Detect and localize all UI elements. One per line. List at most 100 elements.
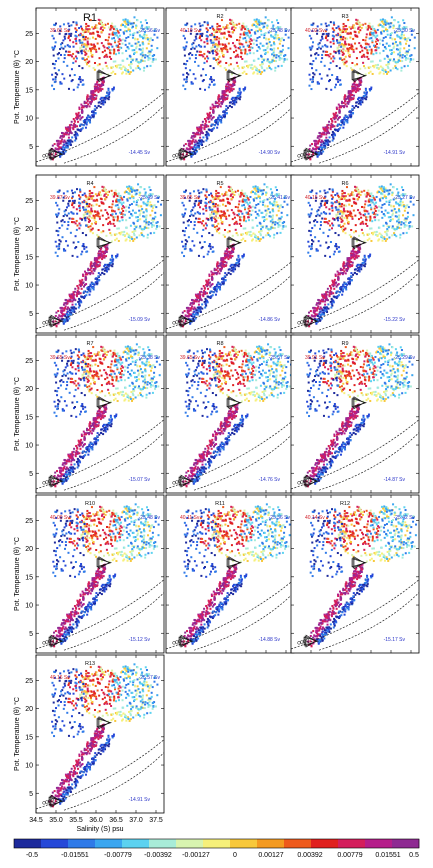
ts-point [58, 147, 61, 150]
ts-point [82, 30, 85, 33]
ts-point [201, 32, 204, 35]
ts-point [82, 243, 85, 246]
ts-point [254, 210, 257, 213]
ts-point [196, 146, 199, 149]
ts-point [239, 195, 242, 198]
ts-point [369, 31, 372, 34]
ts-point [214, 197, 217, 200]
ts-point [312, 153, 315, 156]
ts-point [54, 22, 57, 25]
deep-water-mass-marker [49, 148, 63, 160]
ts-point [96, 214, 99, 217]
ts-point [89, 272, 92, 275]
ts-point [131, 25, 134, 28]
ts-point [92, 47, 95, 50]
ts-point [310, 88, 313, 91]
ts-point [357, 89, 360, 92]
ts-point [132, 195, 135, 198]
ts-point [396, 35, 399, 38]
ts-point [85, 46, 88, 49]
ts-point [346, 47, 349, 50]
ts-point [71, 310, 74, 313]
ts-point [399, 59, 402, 62]
ts-point [350, 48, 353, 51]
ts-point [218, 227, 221, 230]
ts-point [264, 49, 267, 52]
ts-point [184, 63, 187, 66]
ts-point [233, 191, 236, 194]
ts-point [189, 303, 192, 306]
ts-point [257, 57, 260, 60]
ts-point [255, 39, 258, 42]
ts-point [66, 131, 69, 134]
ts-point [332, 39, 335, 42]
ts-point [213, 225, 216, 228]
ts-point [54, 240, 57, 243]
ts-point [274, 34, 277, 37]
ts-point [232, 266, 235, 269]
ts-point [342, 30, 345, 33]
ts-point [83, 295, 86, 298]
ts-point [237, 256, 240, 259]
ts-point [78, 76, 81, 79]
ts-point [83, 199, 86, 202]
ts-point [201, 307, 204, 310]
ts-point [127, 47, 130, 50]
ts-point [339, 34, 342, 37]
ts-point [325, 28, 328, 31]
ts-point [181, 229, 184, 232]
ts-point [92, 199, 95, 202]
ts-point [367, 43, 370, 46]
ts-point [227, 254, 230, 257]
ts-point [211, 50, 214, 53]
ts-point [59, 25, 62, 28]
ts-point [93, 218, 96, 221]
ts-point [229, 194, 232, 197]
ts-point [93, 48, 96, 51]
ts-point [193, 47, 196, 50]
ts-point [344, 98, 347, 101]
ts-point [200, 287, 203, 290]
ts-point [97, 235, 100, 238]
ts-point [90, 261, 93, 264]
ts-point [356, 101, 359, 104]
ts-point [325, 127, 328, 130]
ts-point [114, 65, 117, 68]
ts-point [76, 212, 79, 215]
ts-point [323, 133, 326, 136]
ts-point [203, 127, 206, 130]
ts-point [207, 114, 210, 117]
ts-point [125, 219, 128, 222]
ts-point [61, 135, 64, 138]
ts-point [221, 99, 224, 102]
ts-point [230, 85, 233, 88]
ts-point [248, 49, 251, 52]
ts-point [137, 205, 140, 208]
ts-point [224, 279, 227, 282]
ts-point [233, 216, 236, 219]
ts-point [80, 295, 83, 298]
ts-point [72, 308, 75, 311]
ts-point [322, 127, 325, 130]
ts-point [111, 37, 114, 40]
ts-point [324, 221, 327, 224]
ts-point [338, 105, 341, 108]
ts-point [98, 215, 101, 218]
ts-point [122, 205, 125, 208]
transport-upper-negative-label: -25.41 Sv [269, 195, 291, 201]
ts-point [243, 201, 246, 204]
ts-point [368, 37, 371, 40]
ts-point [349, 91, 352, 94]
ts-point [72, 291, 75, 294]
ts-point [241, 212, 244, 215]
ts-point [364, 89, 367, 92]
ts-point [144, 56, 147, 59]
ts-point [205, 224, 208, 227]
ts-point [107, 87, 110, 90]
ts-point [329, 127, 332, 130]
ts-point [57, 69, 60, 72]
ts-point [82, 208, 85, 211]
ts-point [52, 78, 55, 81]
ts-point [78, 65, 81, 68]
